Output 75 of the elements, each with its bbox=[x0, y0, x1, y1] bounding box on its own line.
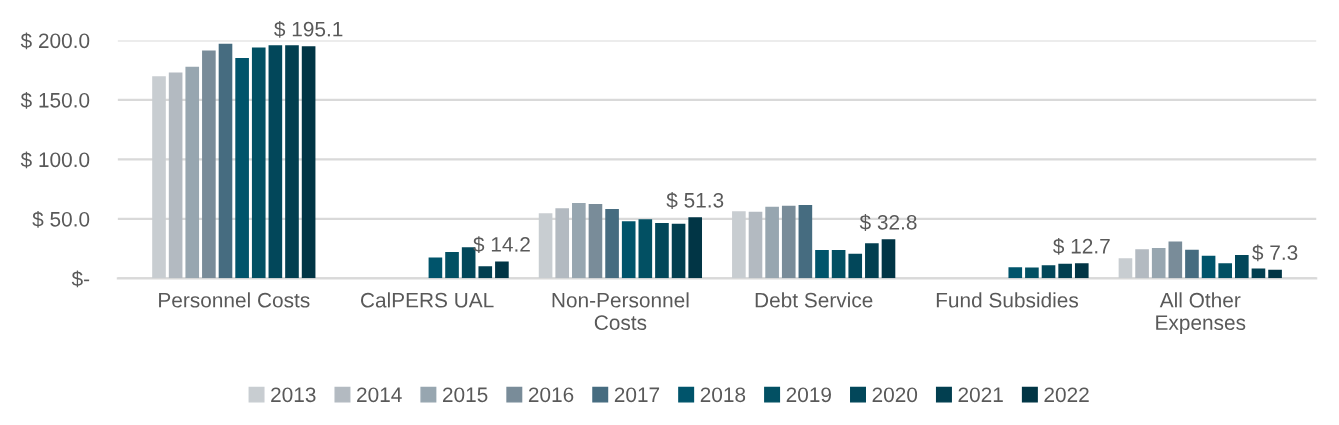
bar bbox=[881, 239, 896, 279]
x-tick-label: Personnel Costs bbox=[159, 292, 310, 308]
bar bbox=[865, 243, 879, 279]
data-label: $ 14.2 bbox=[473, 236, 530, 254]
bar bbox=[848, 253, 863, 279]
y-tick-label: $ 150.0 bbox=[20, 92, 90, 109]
bar bbox=[1168, 241, 1183, 279]
bar bbox=[572, 203, 586, 279]
x-tick-label: Fund Subsidies bbox=[936, 292, 1079, 308]
legend-label: 2019 bbox=[786, 387, 831, 403]
bar bbox=[638, 219, 653, 279]
bar bbox=[1151, 248, 1166, 279]
bar bbox=[1235, 255, 1249, 279]
bar bbox=[168, 72, 183, 279]
bar bbox=[1201, 255, 1216, 279]
bar bbox=[1041, 265, 1056, 279]
bar bbox=[428, 257, 443, 279]
bar bbox=[1268, 269, 1282, 279]
bar bbox=[831, 250, 846, 279]
legend-label: 2016 bbox=[528, 387, 574, 403]
bar bbox=[218, 43, 233, 279]
bar bbox=[1058, 263, 1072, 279]
bar bbox=[815, 250, 829, 279]
bar bbox=[1118, 258, 1133, 279]
bar bbox=[1008, 267, 1023, 279]
bar bbox=[235, 57, 249, 279]
bar bbox=[251, 47, 266, 279]
bar bbox=[1074, 263, 1089, 279]
legend-label: 2020 bbox=[872, 387, 918, 403]
bar bbox=[445, 252, 459, 279]
y-tick-label: $ 200.0 bbox=[20, 32, 90, 50]
bar bbox=[588, 204, 603, 279]
x-tick-label: Debt Service bbox=[755, 292, 873, 308]
bar bbox=[1185, 249, 1199, 279]
bar bbox=[748, 211, 763, 279]
data-label: $ 32.8 bbox=[859, 214, 917, 231]
x-tick-label: Non-Personnel Costs bbox=[552, 292, 689, 331]
data-label: $ 12.7 bbox=[1053, 237, 1110, 255]
bar bbox=[1025, 267, 1039, 279]
bar bbox=[765, 206, 779, 279]
bar bbox=[202, 50, 216, 279]
legend-label: 2015 bbox=[442, 387, 488, 403]
bar bbox=[301, 46, 316, 279]
bar bbox=[605, 209, 619, 279]
bar bbox=[798, 205, 813, 279]
bar bbox=[152, 76, 166, 279]
bar bbox=[1135, 249, 1149, 279]
data-label: $ 51.3 bbox=[666, 192, 724, 209]
legend-label: 2018 bbox=[700, 387, 746, 403]
data-label: $ 195.1 bbox=[274, 20, 343, 38]
legend-label: 2022 bbox=[1044, 387, 1089, 403]
y-tick-label: $ 50.0 bbox=[32, 211, 90, 228]
legend-label: 2014 bbox=[357, 387, 402, 403]
bar bbox=[781, 205, 796, 279]
bar bbox=[185, 66, 200, 279]
legend-label: 2013 bbox=[271, 387, 316, 403]
y-tick-label: $- bbox=[71, 270, 90, 288]
data-label: $ 7.3 bbox=[1252, 244, 1298, 262]
bar bbox=[688, 217, 703, 279]
bar bbox=[732, 211, 746, 279]
bar bbox=[285, 45, 299, 279]
bar bbox=[671, 223, 686, 279]
x-tick-label: All Other Expenses bbox=[1156, 292, 1246, 335]
bar bbox=[655, 223, 669, 279]
y-tick-label: $ 100.0 bbox=[20, 151, 90, 169]
bar bbox=[555, 208, 570, 279]
legend-label: 2021 bbox=[958, 387, 1003, 403]
x-tick-label: CalPERS UAL bbox=[361, 292, 494, 308]
bar bbox=[268, 45, 283, 279]
bar bbox=[478, 266, 493, 279]
bar bbox=[621, 221, 636, 279]
legend-label: 2017 bbox=[614, 387, 660, 403]
bar bbox=[495, 261, 509, 279]
bar bbox=[1218, 263, 1233, 279]
bar bbox=[538, 213, 553, 279]
